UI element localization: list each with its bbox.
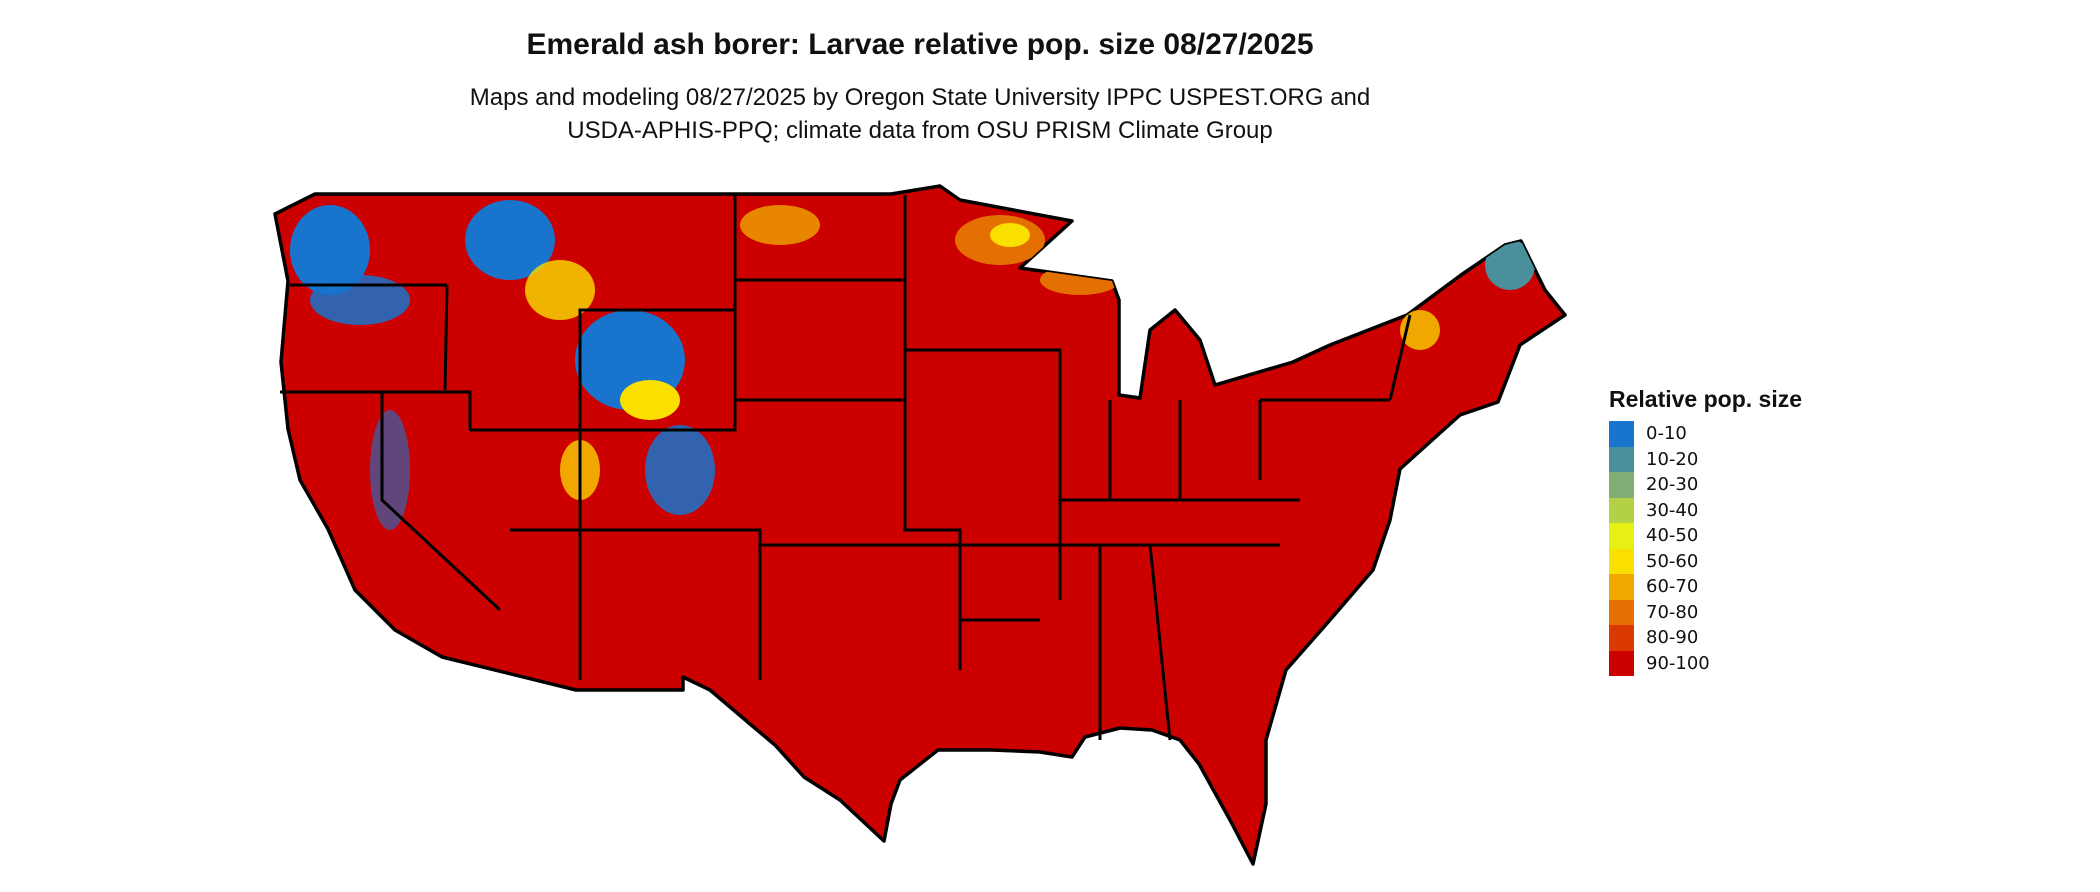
legend-swatch xyxy=(1609,446,1634,472)
legend-item: 70-80 xyxy=(1609,599,1802,625)
legend-label: 40-50 xyxy=(1646,525,1699,547)
legend-swatch xyxy=(1609,625,1634,651)
legend-item: 20-30 xyxy=(1609,472,1802,498)
legend-swatch xyxy=(1609,421,1634,447)
legend-label: 30-40 xyxy=(1646,499,1699,521)
legend-label: 80-90 xyxy=(1646,627,1699,649)
legend-swatch xyxy=(1609,599,1634,625)
legend-label: 10-20 xyxy=(1646,448,1699,470)
legend-label: 90-100 xyxy=(1646,652,1710,674)
legend-swatch xyxy=(1609,472,1634,498)
legend-item: 60-70 xyxy=(1609,574,1802,600)
legend-swatch xyxy=(1609,650,1634,676)
legend-item: 30-40 xyxy=(1609,497,1802,523)
legend-swatch xyxy=(1609,497,1634,523)
legend-label: 60-70 xyxy=(1646,576,1699,598)
map-title: Emerald ash borer: Larvae relative pop. … xyxy=(526,28,1314,61)
legend-label: 50-60 xyxy=(1646,550,1699,572)
state-borders xyxy=(280,195,1412,741)
map-legend: Relative pop. size 0-10 10-20 20-30 30-40 40… xyxy=(1609,386,1802,676)
legend-label: 0-10 xyxy=(1646,423,1687,445)
legend-item: 90-100 xyxy=(1609,650,1802,676)
legend-swatch xyxy=(1609,574,1634,600)
legend-item: 10-20 xyxy=(1609,446,1802,472)
legend-item: 50-60 xyxy=(1609,548,1802,574)
legend-label: 20-30 xyxy=(1646,474,1699,496)
legend-item: 0-10 xyxy=(1609,421,1802,447)
legend-swatch xyxy=(1609,523,1634,549)
us-outline xyxy=(273,184,1567,866)
legend-title: Relative pop. size xyxy=(1609,386,1803,412)
legend-item: 40-50 xyxy=(1609,523,1802,549)
map-subtitle-line-1: Maps and modeling 08/27/2025 by Oregon S… xyxy=(469,84,1371,111)
legend-swatch xyxy=(1609,548,1634,574)
legend-label: 70-80 xyxy=(1646,601,1699,623)
map-subtitle-line-2: USDA-APHIS-PPQ; climate data from OSU PR… xyxy=(567,117,1273,144)
legend-item: 80-90 xyxy=(1609,625,1802,651)
